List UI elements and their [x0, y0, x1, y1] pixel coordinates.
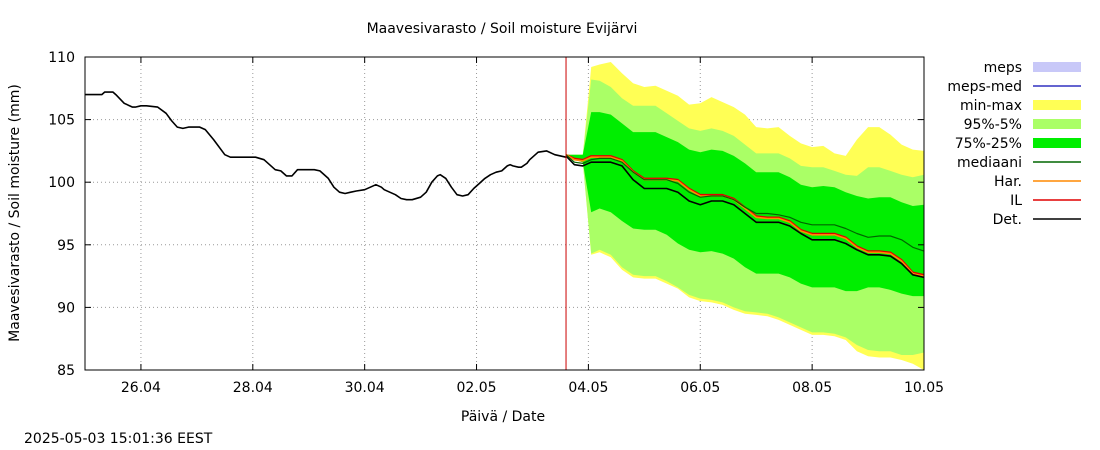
series-median — [565, 154, 925, 252]
series-lines — [85, 91, 925, 279]
legend-label-median: mediaani — [957, 155, 1022, 171]
footer-timestamp: 2025-05-03 15:01:36 EEST — [24, 431, 213, 447]
axis-ticks: 85 90 95 100 105 110 26.04 28.04 30.04 02.05 04.05… — [48, 50, 944, 396]
series-det — [565, 155, 925, 279]
x-tick-label: 10.05 — [904, 380, 944, 396]
legend: meps meps-med min-max 95%-5% 75%-25% mediaani… — [947, 60, 1081, 228]
legend-swatch-p75_25 — [1033, 138, 1081, 148]
y-tick-label: 85 — [57, 363, 75, 379]
y-tick-label: 105 — [48, 113, 75, 129]
y-tick-label: 100 — [48, 175, 75, 191]
forecast-bands — [566, 62, 924, 370]
legend-label-det: Det. — [993, 212, 1022, 228]
legend-swatch-p95_5 — [1033, 119, 1081, 129]
x-tick-label: 28.04 — [233, 380, 273, 396]
y-tick-label: 95 — [57, 238, 75, 254]
legend-swatch-min_max — [1033, 100, 1081, 110]
legend-swatch-meps — [1033, 62, 1081, 72]
chart-title: Maavesivarasto / Soil moisture Evijärvi — [367, 21, 638, 37]
legend-label-meps_med: meps-med — [947, 79, 1022, 95]
legend-label-meps: meps — [984, 60, 1022, 76]
band-p75_25 — [566, 112, 924, 297]
y-axis-label: Maavesivarasto / Soil moisture (mm) — [7, 84, 23, 342]
legend-label-har: Har. — [994, 174, 1022, 190]
x-tick-label: 02.05 — [456, 380, 496, 396]
y-tick-label: 110 — [48, 50, 75, 66]
series-observed — [85, 91, 567, 201]
legend-label-il: IL — [1010, 193, 1022, 209]
x-tick-label: 30.04 — [345, 380, 385, 396]
x-tick-label: 06.05 — [680, 380, 720, 396]
legend-label-p75_25: 75%-25% — [955, 136, 1022, 152]
legend-label-p95_5: 95%-5% — [964, 117, 1022, 133]
x-tick-label: 26.04 — [121, 380, 161, 396]
x-axis-label: Päivä / Date — [461, 409, 545, 425]
x-tick-label: 04.05 — [568, 380, 608, 396]
plot-frame — [84, 56, 925, 371]
y-tick-label: 90 — [57, 300, 75, 316]
legend-label-min_max: min-max — [960, 98, 1022, 114]
x-tick-label: 08.05 — [792, 380, 832, 396]
